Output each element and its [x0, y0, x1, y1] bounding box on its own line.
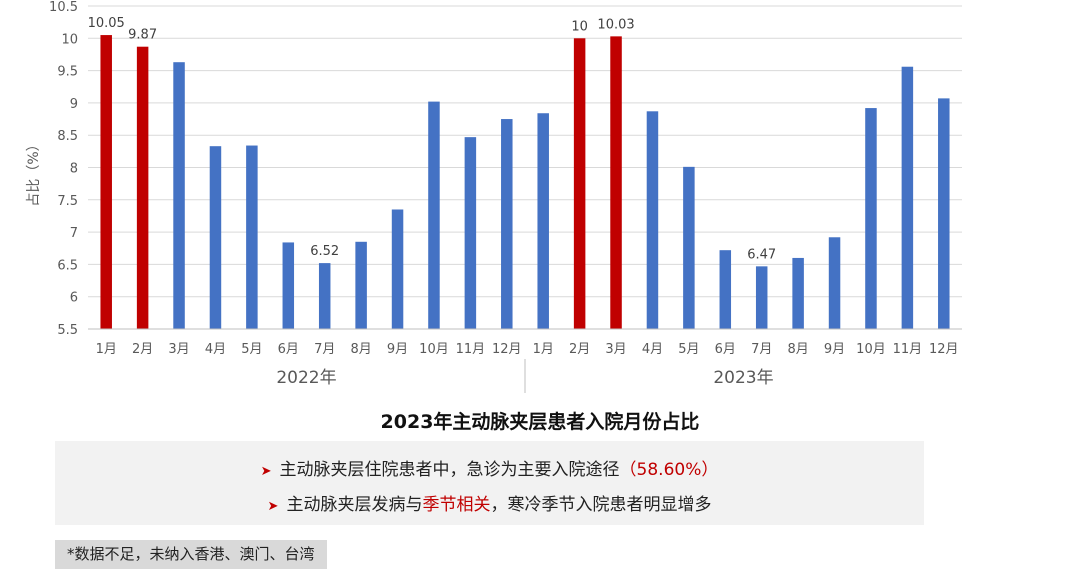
- y-tick-label: 10: [61, 32, 78, 47]
- footnote: *数据不足，未纳入香港、澳门、台湾: [55, 540, 327, 569]
- x-tick-label: 6月: [715, 342, 736, 357]
- y-axis-label: 占比（%）: [26, 137, 42, 206]
- bar: [464, 137, 477, 329]
- bar: [901, 66, 914, 329]
- x-tick-label: 11月: [456, 342, 486, 357]
- bars: 10.059.87 6.52 10 10.03 6.47: [88, 16, 950, 330]
- x-tick-label: 4月: [642, 342, 663, 357]
- x-tick-label: 11月: [893, 342, 923, 357]
- y-tick-label: 7: [70, 226, 78, 241]
- x-tick-label: 12月: [929, 342, 959, 357]
- bar: [355, 241, 367, 329]
- y-tick-label: 6.5: [57, 258, 78, 273]
- x-tick-label: 9月: [824, 342, 845, 357]
- x-tick-label: 2月: [569, 342, 590, 357]
- group-label: 2023年: [713, 368, 773, 388]
- data-label: 6.52: [310, 244, 339, 259]
- y-tick-label: 8: [70, 162, 78, 177]
- bar: [646, 111, 659, 329]
- bar: [391, 209, 404, 329]
- data-label: 10.05: [88, 16, 125, 31]
- red-triangle-arrow-icon: ➤: [260, 464, 272, 479]
- x-tick-label: 6月: [278, 342, 299, 357]
- note-1-text: 主动脉夹层住院患者中，急诊为主要入院途径: [279, 460, 620, 480]
- y-tick-label: 6: [70, 291, 78, 306]
- bar: [318, 263, 331, 329]
- x-tick-label: 10月: [419, 342, 449, 357]
- bar: [282, 242, 295, 329]
- y-tick-label: 7.5: [57, 194, 78, 209]
- bar: [501, 119, 513, 329]
- x-tick-label: 12月: [492, 342, 522, 357]
- x-tick-label: 5月: [241, 342, 262, 357]
- bar: [792, 257, 804, 329]
- y-tick-label: 10.5: [49, 0, 78, 15]
- bar: [610, 36, 622, 329]
- red-triangle-arrow-icon: ➤: [267, 499, 279, 514]
- data-label: 10: [571, 19, 588, 34]
- y-tick-label: 5.5: [57, 323, 78, 338]
- bar: [828, 237, 841, 329]
- bar: [719, 250, 732, 329]
- x-tick-label: 2月: [132, 342, 153, 357]
- bar: [428, 101, 440, 329]
- group-label: 2022年: [276, 368, 336, 388]
- y-tick-label: 9.5: [57, 65, 78, 80]
- x-tick-label: 1月: [533, 342, 554, 357]
- y-tick-label: 8.5: [57, 129, 78, 144]
- bar: [865, 108, 877, 330]
- x-tick-label: 10月: [856, 342, 886, 357]
- x-tick-label: 8月: [350, 342, 371, 357]
- x-tick-label: 5月: [678, 342, 699, 357]
- bar: [246, 145, 258, 329]
- chart-title: 2023年主动脉夹层患者入院月份占比: [380, 411, 700, 433]
- note-line-2: ➤ 主动脉夹层发病与季节相关，寒冷季节入院患者明显增多: [55, 490, 924, 515]
- note-2-highlight: 季节相关: [422, 495, 491, 515]
- bar: [683, 166, 695, 329]
- bar: [537, 113, 549, 330]
- bar: [173, 62, 185, 330]
- data-label: 6.47: [747, 247, 776, 262]
- note-1-highlight: （58.60%）: [619, 460, 719, 480]
- grid-lines: [88, 5, 962, 330]
- bar: [573, 38, 586, 330]
- x-tick-label: 7月: [751, 342, 772, 357]
- notes-box: ➤ 主动脉夹层住院患者中，急诊为主要入院途径（58.60%） ➤ 主动脉夹层发病与季…: [55, 441, 924, 525]
- note-line-1: ➤ 主动脉夹层住院患者中，急诊为主要入院途径（58.60%）: [55, 455, 924, 480]
- data-label: 9.87: [128, 28, 157, 43]
- x-axis: 1月 2月 3月 4月 5月 6月 7月 8月 9月 10月 11月 12月 2022年 1月 2月 3月 4月…: [88, 328, 962, 393]
- x-tick-label: 7月: [314, 342, 335, 357]
- x-tick-label: 8月: [787, 342, 808, 357]
- bar: [755, 266, 768, 329]
- data-label: 10.03: [597, 17, 634, 32]
- bar: [938, 98, 950, 330]
- x-tick-label: 9月: [387, 342, 408, 357]
- note-2-post: ，寒冷季节入院患者明显增多: [490, 495, 712, 515]
- y-axis: 5.5 6 6.5 7 7.5 8 8.5 9 9.5 10 10.5: [49, 0, 78, 338]
- x-tick-label: 3月: [605, 342, 626, 357]
- bar: [136, 46, 149, 330]
- x-tick-label: 1月: [96, 342, 117, 357]
- x-tick-label: 3月: [168, 342, 189, 357]
- bar: [100, 35, 112, 329]
- y-tick-label: 9: [70, 97, 78, 112]
- x-tick-label: 4月: [205, 342, 226, 357]
- note-2-pre: 主动脉夹层发病与: [286, 495, 423, 515]
- bar: [209, 146, 222, 329]
